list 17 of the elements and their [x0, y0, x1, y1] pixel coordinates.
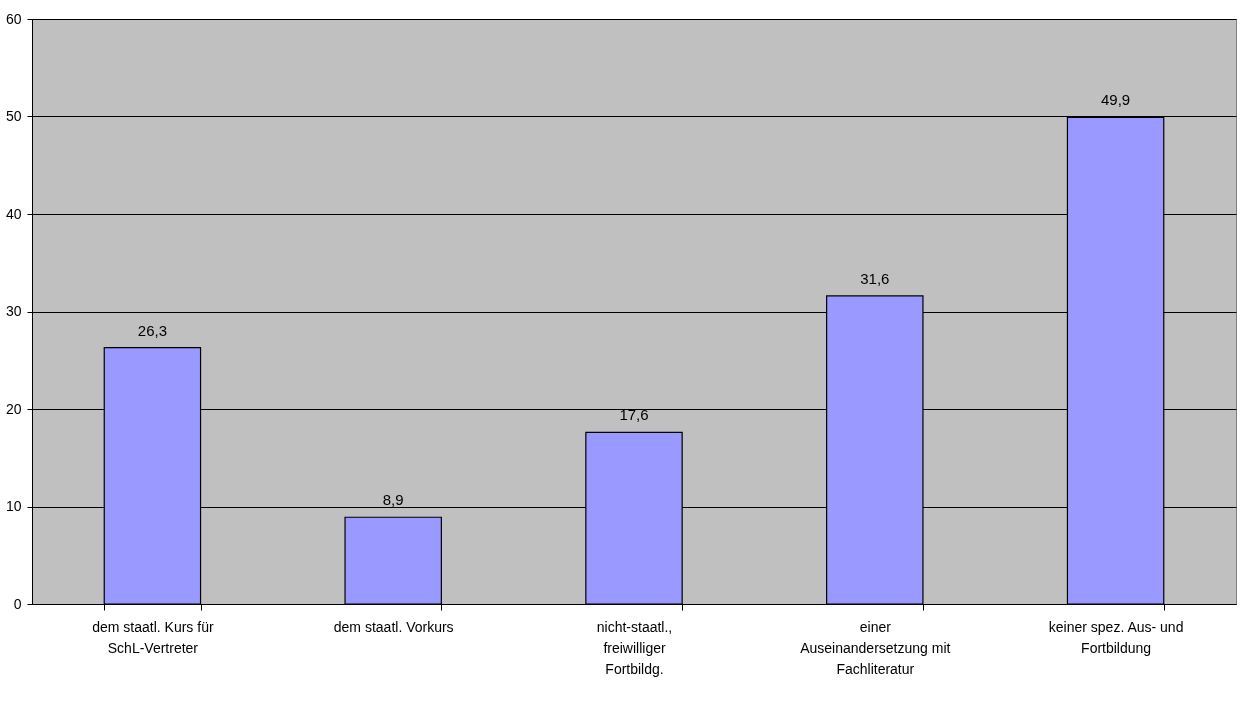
y-tick-label: 40: [5, 205, 22, 222]
y-tick-label: 20: [5, 400, 22, 417]
x-tick-label: dem staatl. Kurs für SchL-Vertreter: [92, 618, 214, 656]
data-label: 49,9: [1101, 91, 1131, 109]
x-tick-label: nicht-staatl., freiwilliger Fortbildg.: [596, 618, 673, 677]
x-tick-label: einer Auseinandersetzung mit Fachliteratur: [800, 618, 951, 677]
x-tick-label: dem staatl. Vorkurs: [333, 618, 454, 635]
y-tick-label: 50: [5, 108, 22, 124]
y-tick-label: 0: [13, 595, 22, 612]
data-label: 17,6: [619, 406, 649, 424]
y-tick-label: 60: [5, 10, 22, 27]
y-tick-label: 30: [5, 303, 22, 319]
data-label: 8,9: [382, 491, 404, 509]
data-label: 31,6: [860, 269, 890, 287]
x-tick-label: keiner spez. Aus- und Fortbildung: [1048, 618, 1184, 656]
y-tick-label: 10: [5, 498, 22, 514]
data-label: 26,3: [137, 321, 167, 339]
